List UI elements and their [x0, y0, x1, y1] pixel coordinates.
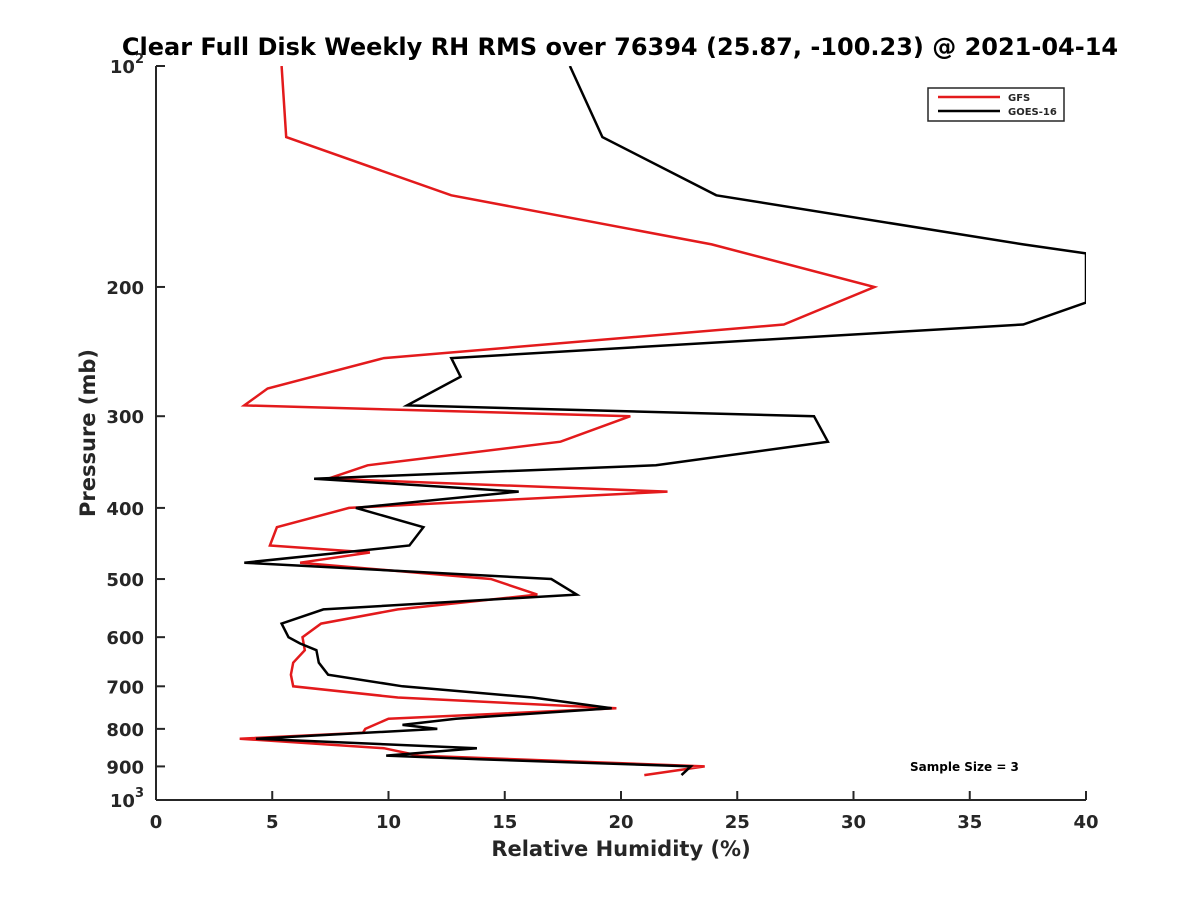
x-tick-label: 15	[492, 812, 517, 833]
y-tick-label: 600	[106, 628, 144, 649]
y-tick-label: 200	[106, 278, 144, 299]
legend-label-gfs: GFS	[1008, 93, 1030, 104]
y-tick-label: 800	[106, 720, 144, 741]
series-line-gfs	[239, 66, 879, 777]
x-axis-label: Relative Humidity (%)	[491, 837, 750, 861]
x-tick-label: 0	[150, 812, 163, 833]
plot-lines	[239, 66, 1086, 777]
legend-box	[927, 87, 1065, 122]
y-tick-label: 400	[106, 499, 144, 520]
legend-label-goes16: GOES-16	[1008, 107, 1057, 118]
legend: GFS GOES-16	[927, 87, 1065, 122]
x-tick-label: 30	[841, 812, 866, 833]
y-tick-label: 900	[106, 757, 144, 778]
x-tick-label: 5	[266, 812, 279, 833]
series-line-goes16	[244, 66, 1086, 777]
x-tick-label: 25	[725, 812, 750, 833]
y-tick-label: 500	[106, 570, 144, 591]
x-axis-ticks: 0 5 10 15 20 25 30 35 40	[150, 791, 1099, 833]
x-tick-label: 35	[957, 812, 982, 833]
x-tick-label: 20	[608, 812, 633, 833]
y-tick-label: 700	[106, 677, 144, 698]
x-tick-label: 40	[1073, 812, 1098, 833]
y-tick-label: 300	[106, 407, 144, 428]
x-tick-label: 10	[376, 812, 401, 833]
sample-size-annotation: Sample Size = 3	[910, 760, 1019, 774]
chart-title: Clear Full Disk Weekly RH RMS over 76394…	[122, 33, 1118, 61]
y-tick-label: 103	[110, 786, 144, 812]
y-axis-label: Pressure (mb)	[76, 349, 100, 517]
